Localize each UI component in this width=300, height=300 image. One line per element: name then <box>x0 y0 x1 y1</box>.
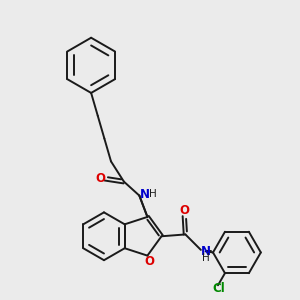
Text: H: H <box>202 253 209 263</box>
Text: Cl: Cl <box>212 283 225 296</box>
Text: H: H <box>149 190 157 200</box>
Text: N: N <box>140 188 149 201</box>
Text: O: O <box>145 255 154 268</box>
Text: O: O <box>179 204 189 218</box>
Text: N: N <box>201 245 211 258</box>
Text: O: O <box>95 172 105 185</box>
